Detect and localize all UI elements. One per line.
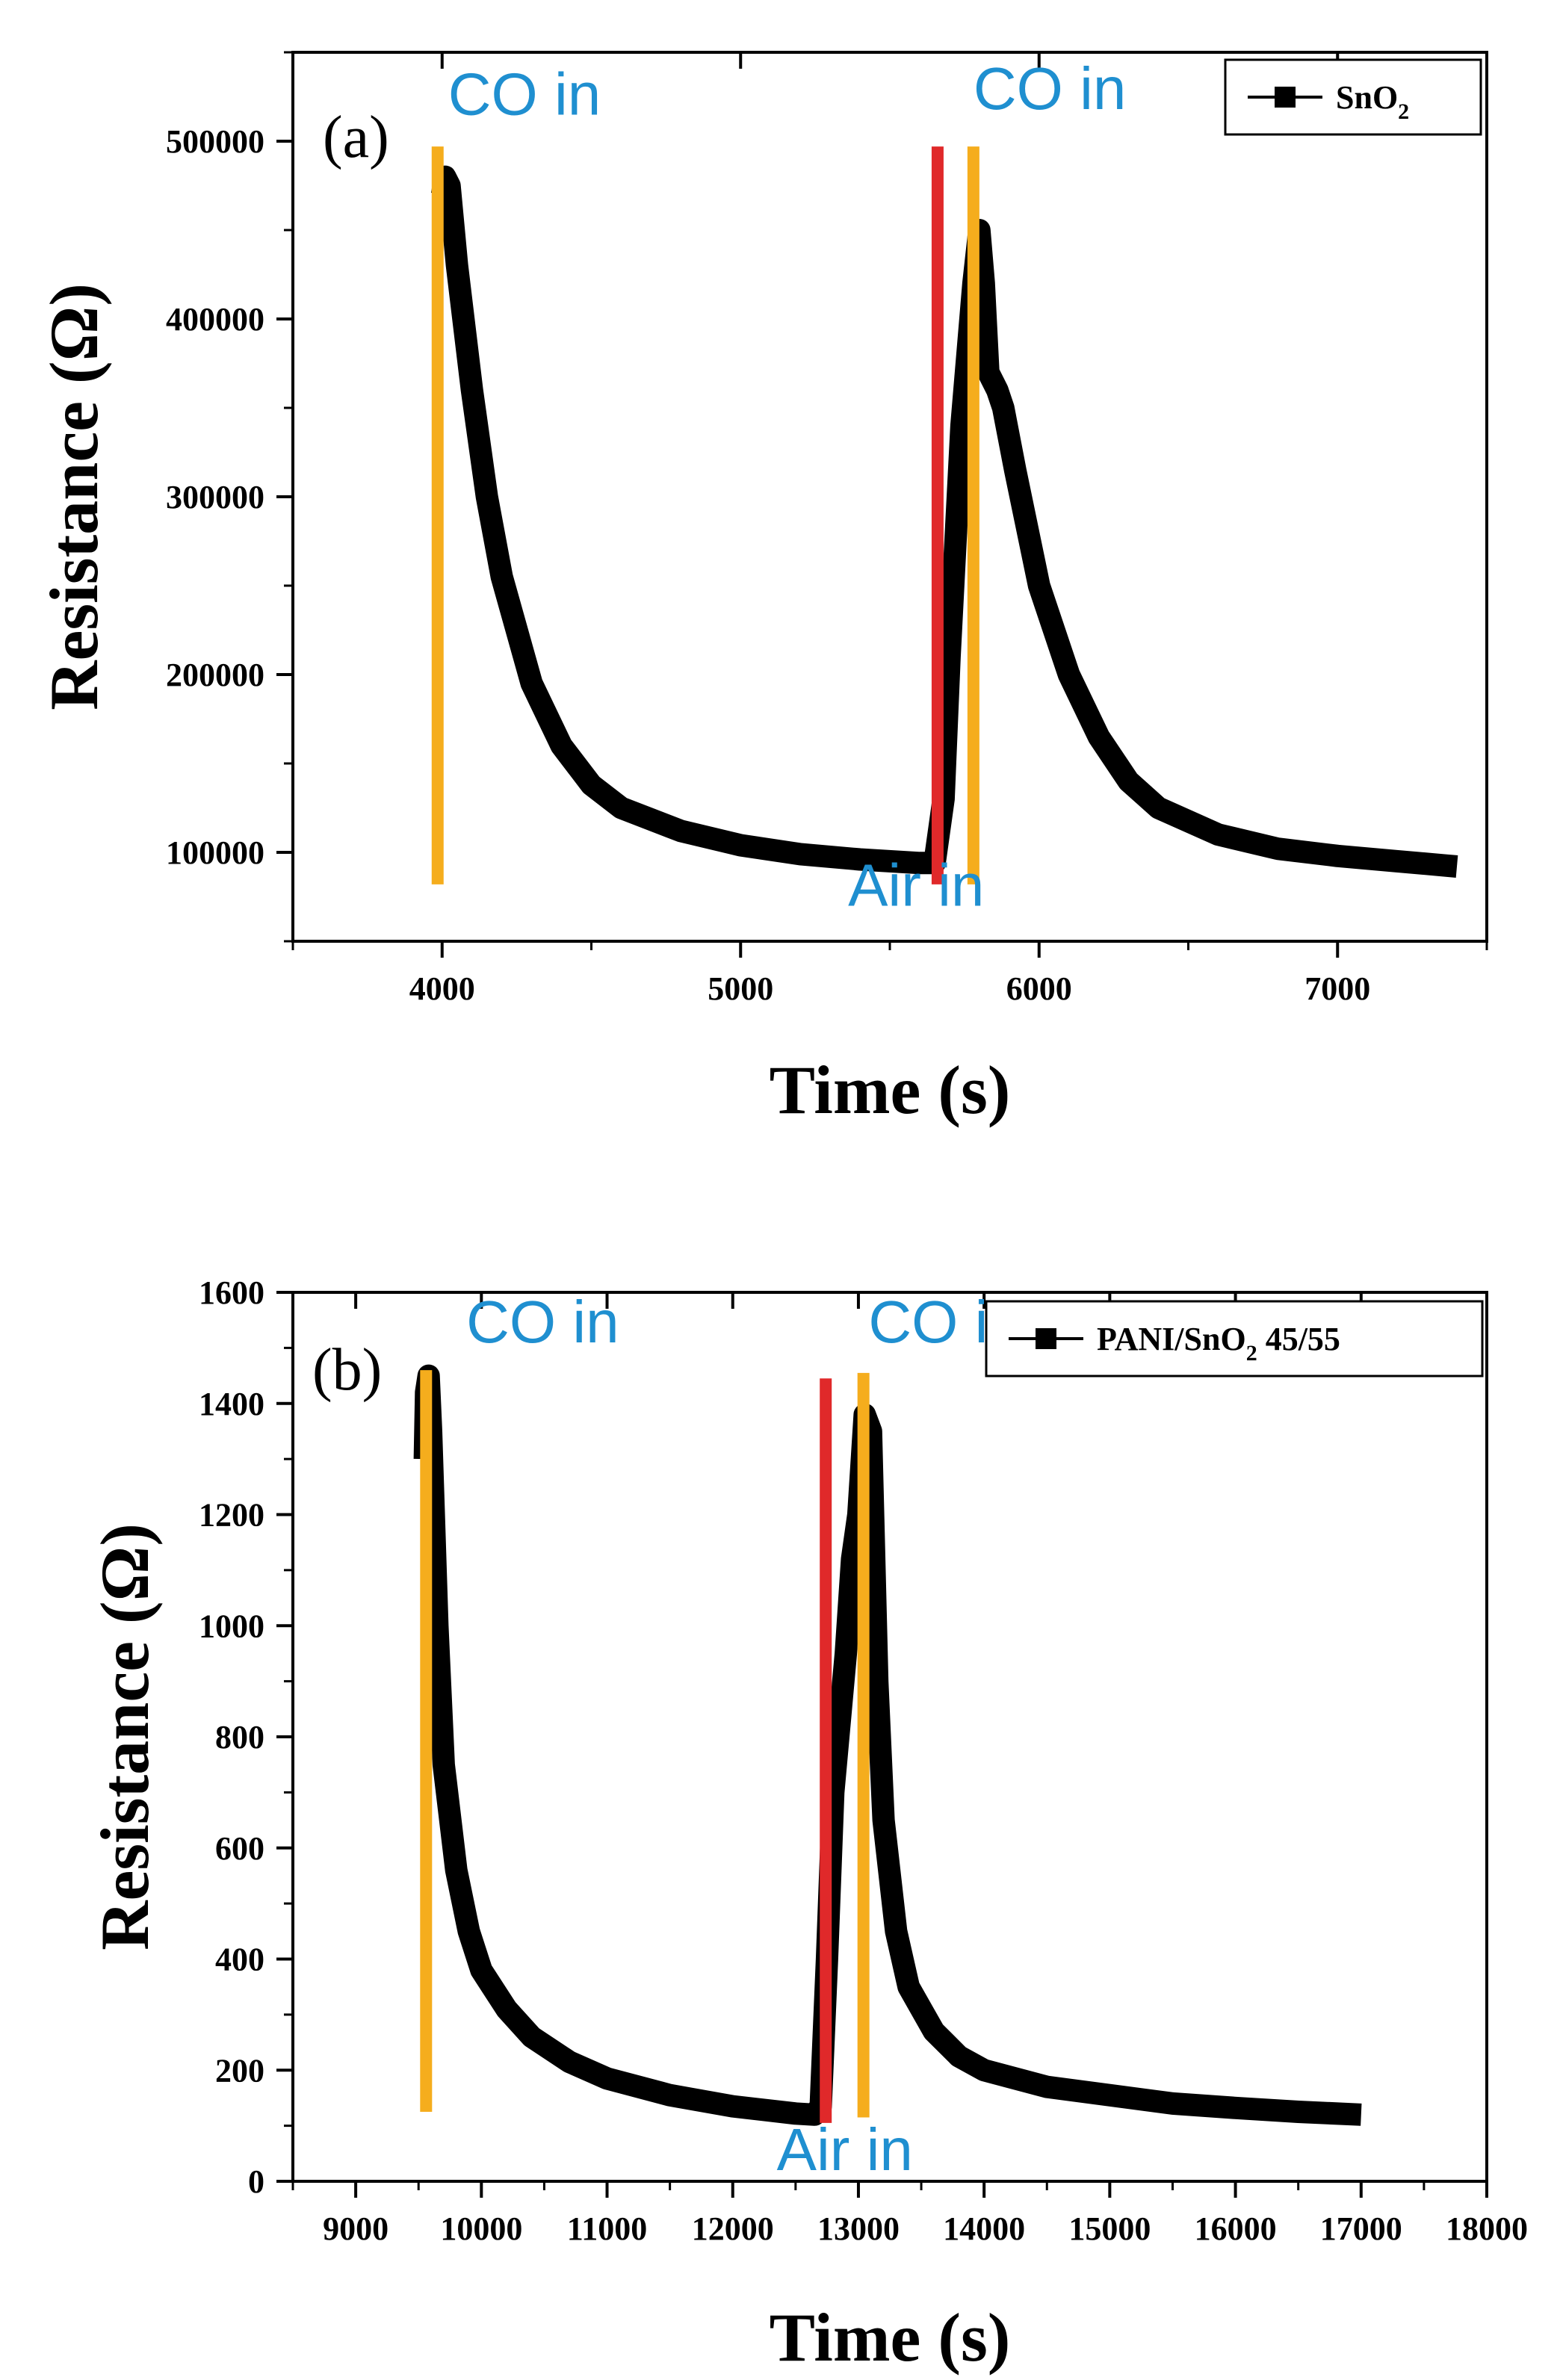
y-tick-label: 100000 <box>166 834 264 871</box>
annotation-label: Air in <box>777 2116 913 2183</box>
x-tick-label: 7000 <box>1304 970 1370 1007</box>
x-tick-label: 10000 <box>440 2210 522 2247</box>
legend: SnO2 <box>1224 58 1482 136</box>
series-line <box>430 165 1458 878</box>
panel-label: (a) <box>323 105 389 170</box>
x-tick-label: 15000 <box>1068 2210 1151 2247</box>
legend: PANI/SnO2 45/55 <box>985 1300 1484 1378</box>
y-tick-label: 1600 <box>199 1274 264 1311</box>
y-tick-label: 500000 <box>166 123 264 160</box>
x-tick-label: 12000 <box>692 2210 774 2247</box>
legend-marker <box>1275 87 1296 108</box>
y-tick-label: 1400 <box>199 1386 264 1422</box>
y-tick-label: 300000 <box>166 479 264 515</box>
x-tick-label: 5000 <box>708 970 773 1007</box>
x-tick-label: 4000 <box>409 970 475 1007</box>
x-tick-label: 11000 <box>567 2210 648 2247</box>
series-line <box>413 1364 1362 2126</box>
y-tick-label: 1000 <box>199 1608 264 1644</box>
chart-panel-a: 4000 5000 6000 7000 100000 200000 300000 400000… <box>36 51 1488 1128</box>
annotation-label: CO in <box>448 61 601 127</box>
x-axis-title: Time (s) <box>770 1052 1011 1128</box>
x-tick-label: 17000 <box>1320 2210 1402 2247</box>
x-axis-title: Time (s) <box>770 2299 1011 2376</box>
x-tick-label: 9000 <box>323 2210 389 2247</box>
x-tick-label: 13000 <box>817 2210 900 2247</box>
legend-label: PANI/SnO2 45/55 <box>1097 1321 1340 1366</box>
y-tick-label: 200 <box>215 2052 264 2089</box>
legend-marker <box>1036 1328 1056 1349</box>
y-tick-label: 0 <box>248 2163 264 2200</box>
y-tick-label: 400 <box>215 1942 264 1978</box>
y-tick-label: 400000 <box>166 301 264 338</box>
y-tick-label: 1200 <box>199 1497 264 1534</box>
y-axis-title: Resistance (Ω) <box>36 283 112 710</box>
x-tick-label: 6000 <box>1006 970 1072 1007</box>
panel-label: (b) <box>312 1337 382 1403</box>
annotation-label: Air in <box>848 852 984 918</box>
x-tick-label: 16000 <box>1195 2210 1277 2247</box>
plot-frame <box>291 51 1488 943</box>
annotation-label: CO in <box>466 1289 619 1355</box>
y-tick-label: 800 <box>215 1719 264 1755</box>
x-tick-label: 14000 <box>943 2210 1025 2247</box>
y-tick-label: 200000 <box>166 657 264 693</box>
legend-label: SnO2 <box>1336 79 1409 124</box>
y-tick-label: 600 <box>215 1830 264 1867</box>
annotation-label: CO in <box>974 55 1127 122</box>
chart-panel-b: 9000 10000 11000 12000 13000 14000 15000 16000 1… <box>87 1274 1528 2376</box>
y-axis-title: Resistance (Ω) <box>87 1523 163 1950</box>
x-tick-label: 18000 <box>1446 2210 1528 2247</box>
